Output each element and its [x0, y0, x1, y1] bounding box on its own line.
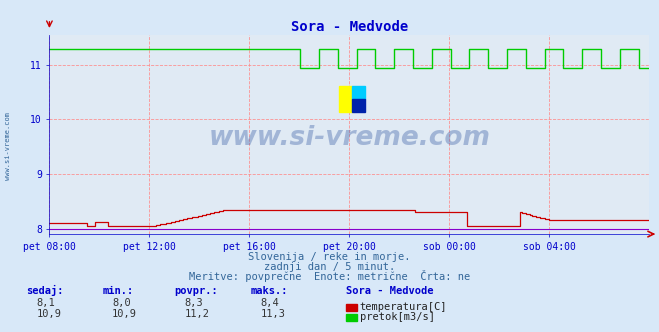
Bar: [353, 86, 366, 99]
Bar: [339, 86, 353, 112]
Text: 8,1: 8,1: [36, 298, 55, 308]
Text: Slovenija / reke in morje.: Slovenija / reke in morje.: [248, 252, 411, 262]
Text: pretok[m3/s]: pretok[m3/s]: [360, 312, 435, 322]
Text: 8,3: 8,3: [185, 298, 203, 308]
Text: 8,0: 8,0: [112, 298, 130, 308]
Text: temperatura[C]: temperatura[C]: [360, 302, 447, 312]
Text: maks.:: maks.:: [250, 286, 288, 296]
Title: Sora - Medvode: Sora - Medvode: [291, 20, 408, 34]
Text: povpr.:: povpr.:: [175, 286, 218, 296]
Text: zadnji dan / 5 minut.: zadnji dan / 5 minut.: [264, 262, 395, 272]
Bar: [346, 314, 357, 321]
Text: 10,9: 10,9: [112, 309, 137, 319]
Text: 11,2: 11,2: [185, 309, 210, 319]
Bar: [353, 99, 366, 112]
Text: 10,9: 10,9: [36, 309, 61, 319]
Text: Sora - Medvode: Sora - Medvode: [346, 286, 434, 296]
Text: 11,3: 11,3: [260, 309, 285, 319]
Text: sedaj:: sedaj:: [26, 285, 64, 296]
Text: 8,4: 8,4: [260, 298, 279, 308]
Text: min.:: min.:: [102, 286, 133, 296]
Text: Meritve: povprečne  Enote: metrične  Črta: ne: Meritve: povprečne Enote: metrične Črta:…: [189, 270, 470, 282]
Bar: [346, 304, 357, 311]
Text: www.si-vreme.com: www.si-vreme.com: [5, 112, 11, 180]
Text: www.si-vreme.com: www.si-vreme.com: [208, 125, 490, 151]
